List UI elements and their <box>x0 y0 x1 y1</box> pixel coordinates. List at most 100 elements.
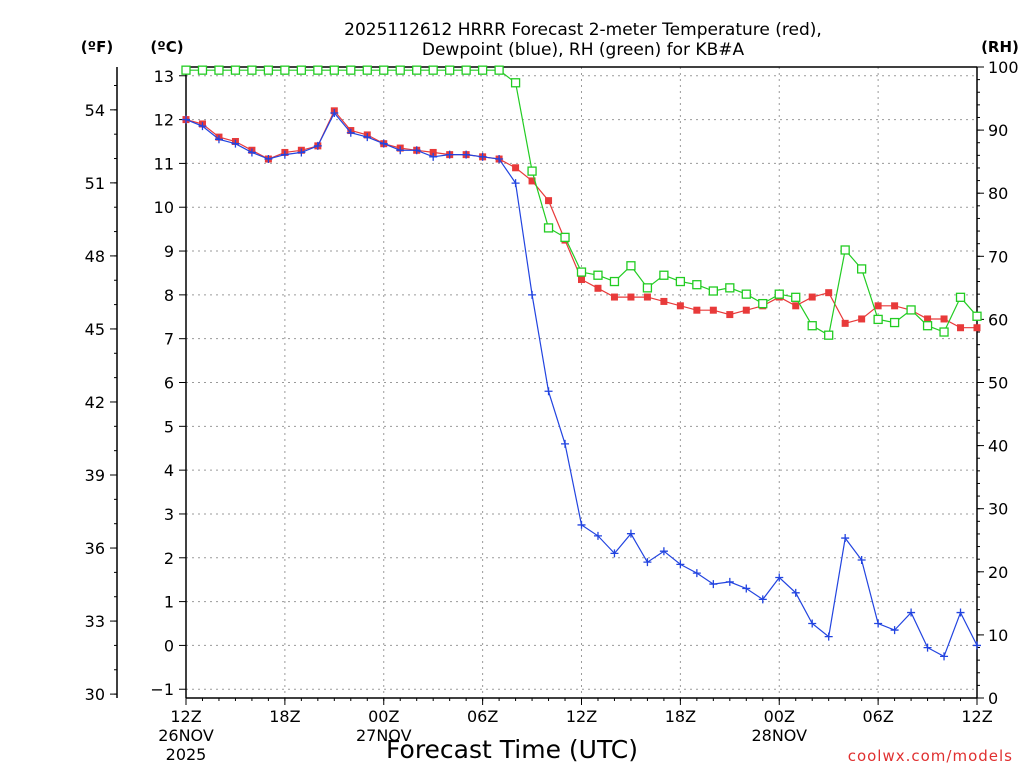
credit-text: coolwx.com/models <box>848 747 1013 765</box>
chart-title-line2: Dewpoint (blue), RH (green) for KB#A <box>422 40 745 60</box>
rh-tick-label: 10 <box>988 626 1008 645</box>
rh-point <box>477 65 488 75</box>
fahrenheit-tick-label: 54 <box>85 101 105 120</box>
dewpoint-point <box>544 387 553 396</box>
dewpoint-point <box>758 595 767 604</box>
rh-point <box>972 311 982 321</box>
rh-axis-label: (RH) <box>981 38 1019 56</box>
rh-point <box>181 65 191 75</box>
dewpoint-point <box>890 626 899 635</box>
fahrenheit-tick-label: 36 <box>85 539 105 558</box>
rh-point <box>708 286 718 296</box>
temperature-point <box>610 293 618 301</box>
dewpoint-point <box>956 608 965 617</box>
dewpoint-point <box>363 133 372 142</box>
rh-point <box>824 330 834 340</box>
celsius-tick-label: 9 <box>164 242 174 261</box>
fahrenheit-tick-label: 33 <box>85 612 105 631</box>
dewpoint-point <box>297 148 306 157</box>
dewpoint-point <box>940 652 949 661</box>
temperature-point <box>973 324 981 332</box>
time-tick-label: 12Z <box>566 707 597 726</box>
dewpoint-point <box>445 150 454 159</box>
rh-point <box>428 65 438 75</box>
fahrenheit-tick-label: 30 <box>85 685 105 704</box>
dewpoint-point <box>907 608 916 617</box>
rh-point <box>675 276 686 287</box>
rh-point <box>461 65 471 75</box>
dewpoint-point <box>511 179 520 188</box>
rh-point <box>527 166 537 176</box>
rh-point <box>510 78 521 88</box>
dewpoint-point <box>709 580 718 589</box>
dewpoint-point <box>659 547 668 556</box>
dewpoint-point <box>626 529 635 538</box>
dewpoint-point <box>610 549 619 558</box>
dewpoint-point <box>577 520 586 529</box>
rh-tick-label: 50 <box>988 374 1008 393</box>
temperature-point <box>924 315 932 323</box>
rh-tick-label: 100 <box>988 58 1019 77</box>
rh-point <box>379 65 389 75</box>
temperature-point <box>627 293 635 301</box>
dewpoint-point <box>593 531 602 540</box>
x-axis-title: Forecast Time (UTC) <box>386 735 638 764</box>
plot-series <box>181 65 982 661</box>
temperature-point <box>940 315 948 323</box>
dewpoint-point <box>346 128 355 137</box>
rh-point <box>362 65 372 75</box>
time-tick-label: 12Z <box>170 707 201 726</box>
rh-point <box>560 232 570 243</box>
time-tick-label: 00Z <box>368 707 399 726</box>
rh-tick-label: 0 <box>988 689 998 708</box>
temperature-point <box>742 306 750 314</box>
rh-point <box>543 223 554 233</box>
rh-point <box>906 305 916 315</box>
celsius-tick-label: 13 <box>154 67 174 86</box>
temperature-point <box>528 177 536 185</box>
rh-series <box>181 65 982 340</box>
celsius-tick-label: 8 <box>164 286 174 305</box>
fahrenheit-tick-label: 48 <box>85 247 105 266</box>
temperature-point <box>874 302 882 310</box>
rh-point <box>494 65 504 75</box>
time-date-label: 26NOV <box>158 726 214 745</box>
temperature-point <box>660 297 668 305</box>
temperature-point <box>643 293 651 301</box>
rh-point <box>445 65 455 75</box>
rh-point <box>873 314 883 325</box>
dewpoint-point <box>874 619 883 628</box>
dewpoint-point <box>973 641 981 650</box>
temperature-point <box>676 302 684 310</box>
dewpoint-point <box>692 569 701 578</box>
rh-point <box>214 65 224 75</box>
dewpoint-point <box>561 439 570 448</box>
rh-point <box>280 65 290 75</box>
fahrenheit-tick-label: 51 <box>85 174 105 193</box>
temperature-point <box>429 148 437 156</box>
rh-tick-label: 30 <box>988 500 1008 519</box>
dewpoint-point <box>182 115 190 124</box>
rh-point <box>197 65 208 75</box>
temperature-point <box>512 164 520 172</box>
rh-point <box>593 270 603 280</box>
rh-tick-label: 20 <box>988 563 1008 582</box>
dewpoint-point <box>330 109 339 118</box>
dewpoint-point <box>198 122 207 131</box>
rh-point <box>412 65 422 75</box>
fahrenheit-tick-label: 42 <box>85 393 105 412</box>
time-tick-label: 00Z <box>764 707 795 726</box>
dewpoint-point <box>742 584 751 593</box>
dewpoint-point <box>808 619 817 628</box>
dewpoint-point <box>528 290 537 299</box>
rh-point <box>247 65 257 75</box>
dewpoint-point <box>923 643 932 652</box>
rh-point <box>263 65 274 75</box>
time-tick-label: 18Z <box>269 707 300 726</box>
time-tick-label: 06Z <box>467 707 498 726</box>
fahrenheit-axis-label: (ºF) <box>81 38 113 56</box>
rh-point <box>922 321 933 331</box>
